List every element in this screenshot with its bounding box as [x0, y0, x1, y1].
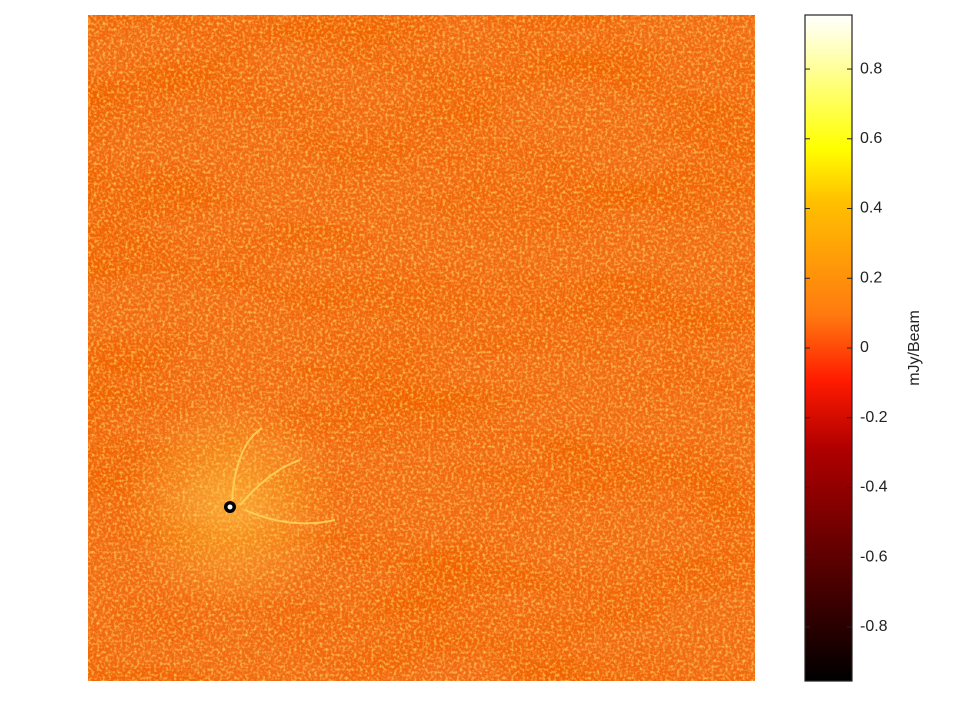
tick-label: 0 — [860, 339, 869, 356]
tick-label: 0.4 — [860, 200, 882, 217]
tick-label: -0.2 — [860, 409, 888, 426]
tick-label: -0.6 — [860, 548, 888, 565]
colorbar-label: mJy/Beam — [906, 310, 923, 386]
image — [88, 15, 755, 681]
tick-label: 0.8 — [860, 60, 882, 77]
tick-label: -0.8 — [860, 618, 888, 635]
tick-label: 0.6 — [860, 130, 882, 147]
tick-label: 0.2 — [860, 269, 882, 286]
tick-label: -0.4 — [860, 479, 888, 496]
colorbar — [804, 14, 853, 682]
